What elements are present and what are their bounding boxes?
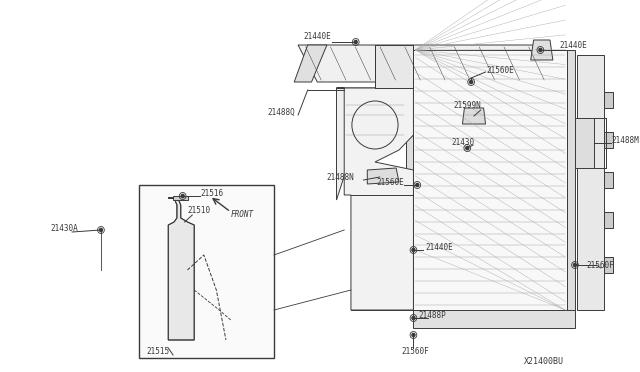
Circle shape — [416, 183, 419, 187]
Polygon shape — [337, 88, 413, 200]
Polygon shape — [351, 195, 413, 310]
Polygon shape — [463, 108, 486, 124]
Text: 21440E: 21440E — [304, 32, 332, 41]
Polygon shape — [575, 118, 594, 168]
Text: 21560F: 21560F — [586, 260, 614, 269]
Text: FRONT: FRONT — [231, 209, 254, 218]
Circle shape — [99, 228, 102, 232]
Text: 21440E: 21440E — [425, 244, 452, 253]
Text: 21440E: 21440E — [559, 41, 588, 49]
Text: 21560E: 21560E — [377, 177, 404, 186]
Text: 21560F: 21560F — [402, 347, 429, 356]
Circle shape — [412, 317, 415, 320]
Polygon shape — [567, 50, 575, 310]
Circle shape — [466, 147, 468, 150]
Text: 21488Q: 21488Q — [268, 108, 295, 116]
Circle shape — [539, 48, 542, 52]
Polygon shape — [375, 45, 413, 88]
Polygon shape — [413, 50, 567, 310]
Polygon shape — [413, 310, 575, 328]
Text: 21430A: 21430A — [50, 224, 77, 232]
Circle shape — [412, 333, 415, 337]
Polygon shape — [534, 80, 550, 94]
Polygon shape — [337, 88, 413, 310]
Text: 21599N: 21599N — [454, 100, 481, 109]
Polygon shape — [531, 40, 553, 60]
Text: 21430: 21430 — [452, 138, 475, 147]
Circle shape — [354, 41, 357, 44]
Polygon shape — [604, 257, 613, 273]
Text: 21560E: 21560E — [486, 65, 515, 74]
Polygon shape — [604, 92, 613, 108]
Polygon shape — [367, 168, 399, 184]
Text: 21515: 21515 — [146, 347, 169, 356]
Polygon shape — [140, 185, 274, 358]
Polygon shape — [604, 132, 613, 148]
Circle shape — [412, 248, 415, 251]
Polygon shape — [577, 55, 604, 310]
Polygon shape — [604, 172, 613, 188]
Polygon shape — [294, 45, 327, 82]
Text: 21516: 21516 — [200, 189, 223, 198]
Circle shape — [573, 263, 577, 267]
Circle shape — [470, 80, 473, 84]
Polygon shape — [168, 198, 194, 340]
Text: 21488N: 21488N — [327, 173, 355, 182]
Polygon shape — [604, 212, 613, 228]
Text: 21510: 21510 — [188, 205, 211, 215]
Text: X21400BU: X21400BU — [524, 357, 564, 366]
Text: 21488P: 21488P — [419, 311, 446, 320]
Polygon shape — [298, 45, 556, 82]
Polygon shape — [406, 50, 413, 310]
Circle shape — [181, 195, 184, 198]
Text: 21488M: 21488M — [611, 135, 639, 144]
Polygon shape — [173, 196, 188, 200]
